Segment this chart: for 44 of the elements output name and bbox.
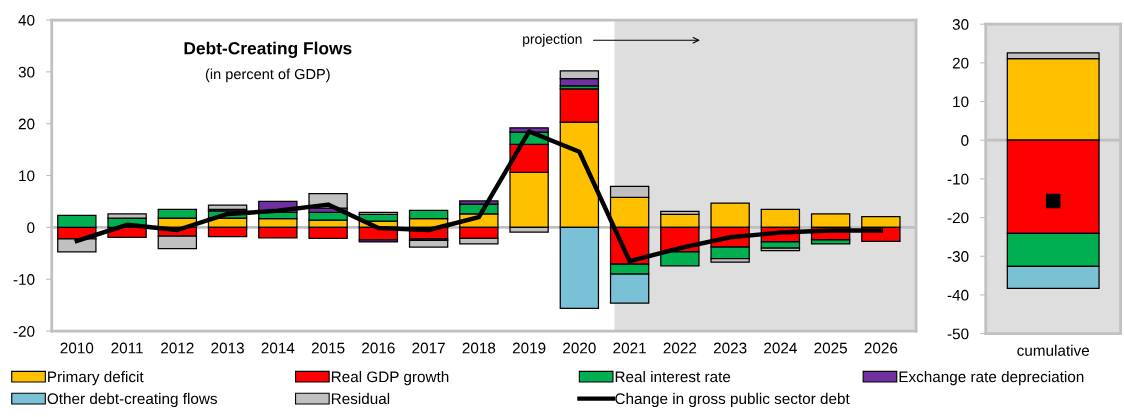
legend-label: Primary deficit <box>48 370 144 386</box>
legend-label: Residual <box>331 392 390 405</box>
x-tick-label: cumulative <box>1017 344 1090 356</box>
y-tick-label: -40 <box>947 289 969 301</box>
y-tick-label: -20 <box>947 212 969 224</box>
y-tick-label: 0 <box>961 135 969 146</box>
y-tick-label: 0 <box>27 222 35 234</box>
x-tick-label: 2013 <box>211 342 244 354</box>
x-tick-label: 2022 <box>663 342 697 354</box>
y-tick-label: -10 <box>13 274 35 285</box>
x-tick-label: 2026 <box>864 342 898 354</box>
y-tick-label: 20 <box>952 57 969 69</box>
legend-label: Real GDP growth <box>331 370 449 386</box>
text: (in percent of GDP) <box>205 68 330 83</box>
x-tick-label: 2018 <box>462 342 496 354</box>
x-tick-label: 2011 <box>111 342 143 354</box>
x-tick-label: 2021 <box>613 342 646 354</box>
y-tick-label: 40 <box>18 14 35 26</box>
y-tick-label: -20 <box>13 325 35 337</box>
y-tick-label: -10 <box>947 173 969 185</box>
x-tick-label: 2017 <box>412 342 445 354</box>
x-tick-label: 2020 <box>563 342 596 354</box>
y-tick-label: 20 <box>18 118 35 130</box>
text: Debt-Creating Flows <box>184 41 352 58</box>
legend-label: Real interest rate <box>615 370 731 383</box>
x-tick-label: 2010 <box>60 342 94 354</box>
legend-label: Exchange rate depreciation <box>899 370 1084 386</box>
y-tick-label: -50 <box>947 328 969 340</box>
legend-label: Other debt-creating flows <box>47 392 217 408</box>
x-tick-label: 2016 <box>362 342 395 354</box>
legend-label: Change in gross public sector debt <box>615 392 850 408</box>
y-tick-label: 30 <box>18 66 35 78</box>
x-tick-label: 2015 <box>311 342 345 354</box>
x-tick-label: 2014 <box>261 342 295 354</box>
x-tick-label: 2023 <box>713 342 747 354</box>
y-tick-label: 30 <box>952 19 969 30</box>
x-tick-label: 2019 <box>512 342 546 354</box>
y-tick-label: 10 <box>953 96 969 108</box>
x-tick-label: 2025 <box>814 342 847 354</box>
y-tick-label: -30 <box>947 251 969 262</box>
y-tick-label: 10 <box>19 170 35 182</box>
x-tick-label: 2024 <box>764 342 797 354</box>
x-tick-label: 2012 <box>161 342 194 354</box>
annotation: projection <box>523 33 582 47</box>
